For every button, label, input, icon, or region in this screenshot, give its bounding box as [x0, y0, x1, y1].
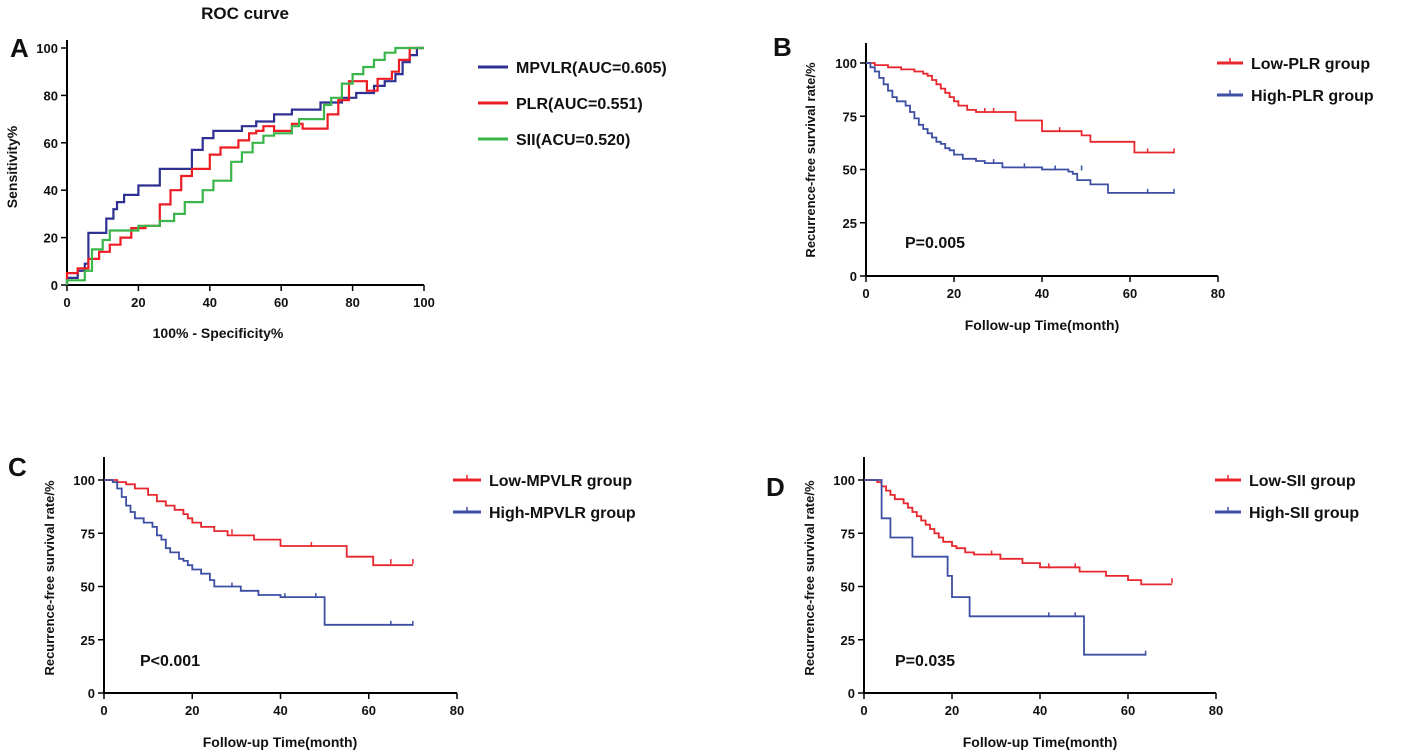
- panel-c-p-value: P<0.001: [140, 653, 200, 670]
- panel-a-y-tick-label: 80: [44, 88, 58, 103]
- panel-a: A ROC curve 0 20 40 60 80 100 0 20 40 60 80 100 100% -…: [4, 4, 667, 341]
- panel-b-series-2-line: [866, 62, 1174, 194]
- panel-a-x-tick-label: 0: [63, 295, 70, 310]
- panel-a-x-tick-label: 60: [274, 295, 288, 310]
- panel-a-y-tick-label: 20: [44, 231, 58, 246]
- panel-d-x-tick-label: 60: [1121, 703, 1135, 718]
- panel-c-x-tick-label: 80: [450, 703, 464, 718]
- panel-a-title: ROC curve: [201, 4, 289, 23]
- panel-c-legend-label: High-MPVLR group: [489, 505, 636, 522]
- panel-d-legend-label: High-SII group: [1249, 505, 1359, 522]
- panel-b-x-tick-label: 80: [1211, 286, 1225, 301]
- panel-b-p-value: P=0.005: [905, 235, 965, 252]
- panel-b-x-tick-label: 20: [947, 286, 961, 301]
- panel-d-x-axis-title: Follow-up Time(month): [963, 734, 1118, 750]
- panel-c-y-axis-title: Recurrence-free survival rate/%: [42, 480, 57, 676]
- panel-c-series-2-line: [104, 479, 413, 626]
- panel-a-legend-label: MPVLR(AUC=0.605): [516, 60, 667, 77]
- panel-c-x-tick-label: 20: [185, 703, 199, 718]
- panel-a-x-tick-label: 80: [345, 295, 359, 310]
- panel-d-y-tick-label: 50: [841, 580, 855, 595]
- panel-c-letter: C: [8, 452, 27, 482]
- panel-d: D 0 25 50 75 100 0 20 40 60 80 Follow-up Time(month…: [766, 457, 1359, 750]
- panel-d-x-tick-label: 0: [860, 703, 867, 718]
- panel-d-x-tick-label: 40: [1033, 703, 1047, 718]
- panel-d-p-value: P=0.035: [895, 653, 955, 670]
- panel-b-x-tick-label: 40: [1035, 286, 1049, 301]
- panel-c: C 0 25 50 75 100 0 20 40 60 80 Follow-up Time(month…: [8, 452, 636, 750]
- panel-a-y-tick-label: 40: [44, 183, 58, 198]
- panel-b-y-tick-label: 75: [843, 109, 857, 124]
- panel-b-legend-label: High-PLR group: [1251, 88, 1374, 105]
- panel-a-x-tick-label: 20: [131, 295, 145, 310]
- panel-b-legend-label: Low-PLR group: [1251, 56, 1370, 73]
- panel-b-y-tick-label: 50: [843, 163, 857, 178]
- panel-c-x-tick-label: 60: [362, 703, 376, 718]
- panel-c-y-tick-label: 25: [81, 633, 95, 648]
- panel-d-series-2-line: [864, 479, 1146, 656]
- panel-a-y-tick-label: 60: [44, 136, 58, 151]
- panel-c-y-tick-label: 50: [81, 580, 95, 595]
- panel-c-x-tick-label: 40: [273, 703, 287, 718]
- panel-c-y-tick-label: 100: [73, 473, 95, 488]
- panel-a-x-tick-label: 100: [413, 295, 435, 310]
- panel-a-series-1-line: [65, 46, 424, 285]
- panel-d-letter: D: [766, 472, 785, 502]
- panel-b-y-tick-label: 100: [835, 56, 857, 71]
- panel-b-x-axis-title: Follow-up Time(month): [965, 317, 1120, 333]
- panel-c-x-axis-title: Follow-up Time(month): [203, 734, 358, 750]
- panel-b-y-tick-label: 0: [850, 269, 857, 284]
- panel-d-x-tick-label: 80: [1209, 703, 1223, 718]
- panel-a-y-axis-title: Sensitivity%: [4, 125, 20, 208]
- panel-c-series-1-line: [104, 479, 413, 567]
- panel-b-x-tick-label: 0: [862, 286, 869, 301]
- panel-d-y-tick-label: 75: [841, 526, 855, 541]
- panel-c-x-tick-label: 0: [100, 703, 107, 718]
- panel-a-x-axis-title: 100% - Specificity%: [153, 325, 284, 341]
- panel-b-series-1-line: [866, 62, 1174, 154]
- panel-a-legend-label: PLR(AUC=0.551): [516, 96, 643, 113]
- panel-b-y-axis-title: Recurrence-free survival rate/%: [803, 62, 818, 258]
- panel-c-legend-label: Low-MPVLR group: [489, 473, 632, 490]
- panel-d-series-1-line: [864, 479, 1172, 586]
- panel-a-legend-label: SII(ACU=0.520): [516, 132, 630, 149]
- panel-b-y-tick-label: 25: [843, 216, 857, 231]
- panel-a-series-3-line: [65, 46, 424, 285]
- panel-d-legend-label: Low-SII group: [1249, 473, 1356, 490]
- panel-b: B 0 25 50 75 100 0 20 40 60 80 Follow-up Time(month…: [773, 32, 1374, 333]
- panel-b-letter: B: [773, 32, 792, 62]
- panel-d-y-tick-label: 0: [848, 686, 855, 701]
- panel-c-y-tick-label: 75: [81, 526, 95, 541]
- panel-a-y-tick-label: 100: [36, 41, 58, 56]
- panel-c-y-tick-label: 0: [88, 686, 95, 701]
- panel-b-x-tick-label: 60: [1123, 286, 1137, 301]
- panel-a-series-2-line: [65, 46, 424, 285]
- panel-a-letter: A: [10, 33, 29, 63]
- panel-d-y-tick-label: 100: [833, 473, 855, 488]
- panel-d-y-axis-title: Recurrence-free survival rate/%: [802, 480, 817, 676]
- panel-d-y-tick-label: 25: [841, 633, 855, 648]
- panel-a-y-tick-label: 0: [51, 278, 58, 293]
- panel-a-x-tick-label: 40: [203, 295, 217, 310]
- panel-d-x-tick-label: 20: [945, 703, 959, 718]
